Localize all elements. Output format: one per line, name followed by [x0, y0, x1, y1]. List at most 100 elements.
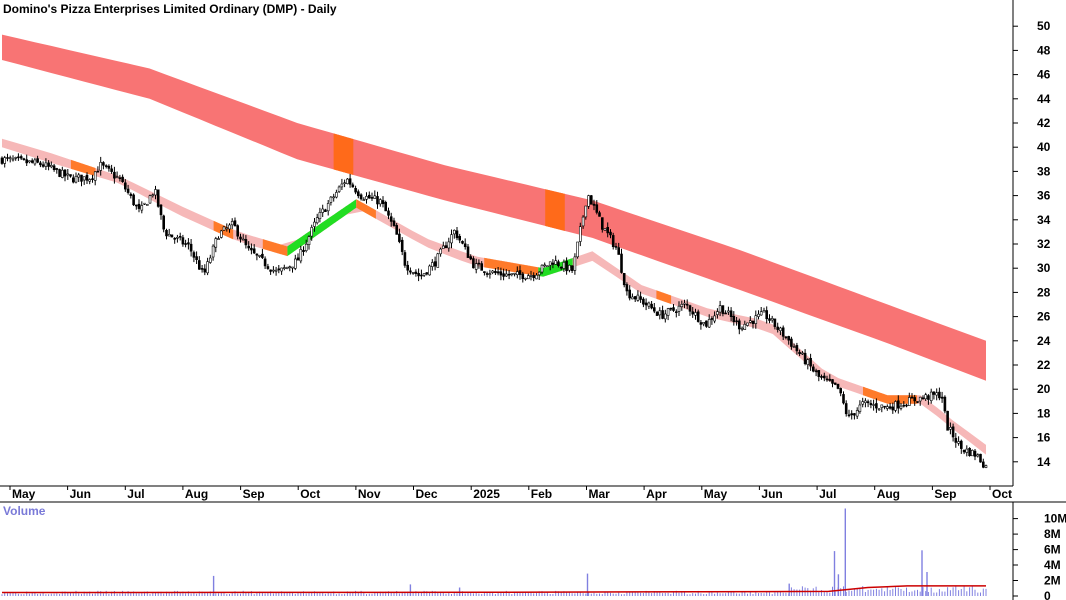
candle-body [518, 270, 522, 275]
candle-body [392, 220, 396, 226]
price-tick-label: 48 [1037, 43, 1051, 57]
candle-body [203, 268, 207, 273]
candle-body [642, 298, 645, 305]
candle-body [348, 178, 352, 185]
candle-body [869, 403, 873, 406]
candle-body [595, 204, 599, 213]
candle-body [661, 310, 664, 319]
price-tick-label: 42 [1037, 116, 1051, 130]
candle-body [916, 401, 919, 403]
candle-body [949, 426, 952, 430]
candle-body [469, 256, 473, 260]
candle-body [148, 195, 152, 204]
candle-body [343, 182, 346, 184]
candle-body [146, 204, 149, 206]
candle-body [450, 234, 453, 244]
candle-body [466, 246, 470, 258]
candle-body [74, 176, 78, 183]
lower-band-segment [70, 159, 96, 177]
upper-band-fill [2, 34, 986, 381]
volume-tick-label: 0 [1044, 589, 1051, 600]
candle-body [696, 311, 700, 322]
candle-body [650, 303, 653, 309]
candle-body [420, 274, 423, 277]
candle-body [19, 156, 23, 159]
candle-body [798, 351, 801, 355]
volume-tick-label: 2M [1044, 574, 1061, 588]
candle-body [52, 165, 56, 171]
candle-body [899, 405, 903, 409]
candle-body [55, 168, 59, 170]
candle-body [529, 274, 533, 277]
candle-body [96, 170, 100, 173]
candle-body [58, 169, 61, 177]
candle-body [757, 313, 760, 317]
candle-body [716, 311, 719, 315]
candle-body [938, 391, 941, 399]
candle-body [943, 396, 947, 412]
candle-body [611, 235, 615, 247]
candle-body [617, 247, 621, 255]
candle-body [905, 404, 908, 407]
candle-body [883, 405, 886, 408]
candle-body [22, 158, 26, 160]
candle-body [880, 404, 884, 408]
candle-body [921, 397, 925, 400]
candle-body [839, 388, 843, 394]
candle-body [88, 179, 91, 182]
candle-body [864, 400, 867, 403]
candle-body [0, 157, 4, 164]
candle-body [263, 258, 267, 267]
price-tick-label: 40 [1037, 140, 1051, 154]
candle-body [811, 366, 815, 372]
candle-body [178, 236, 182, 238]
candle-body [25, 159, 29, 164]
candle-body [124, 182, 127, 190]
time-axis: May Jun Jul Aug Sep Oct Nov Dec 2025 Feb Mar Apr May… [9, 486, 1012, 501]
candle-body [192, 252, 196, 258]
candle-body [663, 313, 667, 320]
candle-body [502, 273, 505, 277]
candle-body [866, 401, 870, 404]
candle-body [861, 401, 865, 405]
time-tick-label: Jul [819, 487, 836, 501]
candle-body [233, 220, 237, 227]
lower-band-segment [484, 257, 539, 276]
candle-body [340, 183, 344, 188]
price-tick-label: 38 [1037, 164, 1051, 178]
candle-body [658, 310, 662, 316]
candle-body [135, 204, 138, 207]
candle-body [833, 382, 837, 385]
price-tick-label: 20 [1037, 382, 1051, 396]
candle-body [458, 236, 462, 241]
candle-body [970, 449, 974, 457]
candle-body [82, 176, 86, 181]
price-axis: 14 16 18 20 22 24 26 28 30 32 34 36 38 40 42 44 46 48 50 [1013, 19, 1051, 469]
candle-body [430, 262, 434, 267]
candle-body [680, 303, 684, 307]
candle-body [913, 397, 917, 402]
candle-body [718, 305, 722, 313]
candle-body [151, 194, 155, 197]
candle-body [439, 248, 442, 255]
candle-body [461, 241, 464, 244]
candle-body [198, 260, 201, 270]
candle-body [751, 320, 755, 325]
time-tick-label: Jun [70, 487, 91, 501]
candle-body [200, 268, 204, 270]
candle-body [77, 174, 80, 178]
volume-panel-title: Volume [3, 504, 46, 518]
candle-body [532, 275, 536, 278]
time-tick-label: Aug [877, 487, 900, 501]
candle-body [592, 203, 596, 206]
candle-body [143, 202, 146, 205]
candle-body [389, 216, 393, 222]
candle-body [324, 209, 327, 213]
time-tick-label: Jun [761, 487, 782, 501]
candle-body [622, 272, 626, 286]
candle-body [526, 275, 530, 280]
chart-title: Domino's Pizza Enterprises Limited Ordin… [3, 2, 337, 16]
candle-body [743, 323, 747, 330]
price-tick-label: 36 [1037, 189, 1051, 203]
